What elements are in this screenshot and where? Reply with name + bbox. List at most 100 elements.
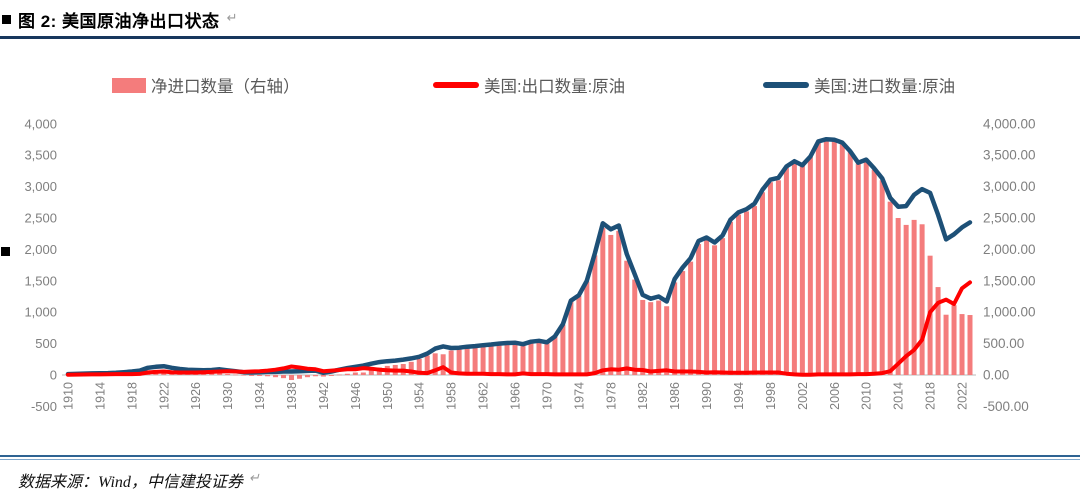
x-axis-tick: 1926 [189,382,203,410]
right-axis-tick: 0.00 [983,368,1009,383]
net-import-bar [448,350,454,375]
left-axis-tick: 0 [50,368,57,383]
left-axis-tick: 1,000 [24,305,57,320]
x-axis-tick: 1998 [764,382,778,410]
net-import-bar [608,234,614,375]
right-axis-tick: -500.00 [983,399,1029,414]
net-import-bar [281,375,287,379]
right-axis-tick: 500.00 [983,336,1024,351]
net-import-bar [520,345,526,375]
figure-title: 图 2: 美国原油净出口状态 [18,12,220,31]
net-import-bar [743,211,749,375]
net-import-bar [767,182,773,375]
net-import-bar [528,342,534,375]
net-import-bar [903,224,909,375]
stray-bullet-icon [1,247,10,256]
left-axis-tick: -500 [31,399,57,414]
net-import-bar [296,375,302,379]
net-import-bar [863,160,869,375]
net-import-bar [265,375,271,377]
x-axis-tick: 1962 [477,382,491,410]
net-import-bar [839,143,845,375]
net-import-bar [584,281,590,375]
net-import-bar [504,343,510,375]
net-import-bar [967,315,973,375]
x-axis-tick: 1958 [445,382,459,410]
net-import-bar [847,152,853,375]
net-import-bar [241,375,247,376]
net-import-bar [512,343,518,375]
x-axis-tick: 1986 [668,382,682,410]
net-import-bar [759,192,765,375]
net-import-bar [424,355,430,375]
net-import-bar [536,341,542,375]
net-import-bar [488,345,494,375]
return-mark-icon: ↵ [226,9,238,25]
net-import-bar [289,375,295,381]
title-bullet-icon [2,15,11,24]
net-import-bar [807,156,813,375]
left-axis-tick: 2,000 [24,242,57,257]
net-import-bar [919,224,925,375]
legend-label: 美国:进口数量:原油 [814,78,956,96]
imports-line [65,136,973,377]
x-axis-tick: 1922 [157,382,171,410]
net-import-bar [656,300,662,375]
net-import-bar [751,206,757,375]
x-axis-tick: 2014 [892,382,906,410]
net-import-bar [815,142,821,375]
legend-item-net-imports: 净进口数量（右轴） [112,72,300,98]
net-import-bar [600,228,606,375]
net-import-bar [640,299,646,375]
net-import-bar [823,139,829,375]
net-import-bar [783,167,789,375]
net-import-bar [273,375,279,378]
net-import-bar [688,261,694,375]
net-import-bar [440,354,446,375]
net-import-bar [320,375,326,377]
net-import-bar [416,358,422,375]
legend-item-exports: 美国:出口数量:原油 [433,72,625,98]
net-import-bar [225,374,231,375]
net-import-bar [720,238,726,375]
x-axis-tick: 1934 [253,382,267,410]
net-import-bar [233,374,239,376]
x-axis-tick: 1954 [413,382,427,410]
x-axis-tick: 1918 [125,382,139,410]
x-axis-tick: 1990 [700,382,714,410]
left-axis-tick: 3,500 [24,148,57,163]
net-import-bar [664,306,670,375]
x-axis-tick: 1946 [349,382,363,410]
right-axis-tick: 2,000.00 [983,242,1036,257]
net-import-bar [464,347,470,375]
net-import-bar [791,161,797,375]
net-import-bar [879,180,885,375]
line-swatch-icon [433,82,479,88]
net-import-bar [408,361,414,375]
x-axis-tick: 2006 [828,382,842,410]
net-import-bar [344,373,350,375]
net-import-bar [648,302,654,375]
net-import-bar [831,140,837,375]
net-import-bar [209,373,215,375]
x-axis-tick: 2002 [796,382,810,410]
left-axis-tick: 500 [35,336,57,351]
net-import-bar [352,372,358,375]
left-axis-tick: 2,500 [24,211,57,226]
left-axis-tick: 3,000 [24,179,57,194]
x-axis-tick: 1910 [62,382,76,410]
x-axis-tick: 1974 [572,382,586,410]
x-axis-tick: 1942 [317,382,331,410]
x-axis-tick: 2010 [860,382,874,410]
net-import-bar [312,375,318,377]
x-axis-tick: 1938 [285,382,299,410]
net-import-bar [568,301,574,375]
exports-line [66,280,972,377]
net-import-bar [560,324,566,375]
x-axis-tick: 1930 [221,382,235,410]
legend-label: 美国:出口数量:原油 [484,78,626,96]
right-axis-tick: 3,500.00 [983,148,1036,163]
net-import-bar [696,244,702,375]
legend-item-imports: 美国:进口数量:原油 [763,72,955,98]
